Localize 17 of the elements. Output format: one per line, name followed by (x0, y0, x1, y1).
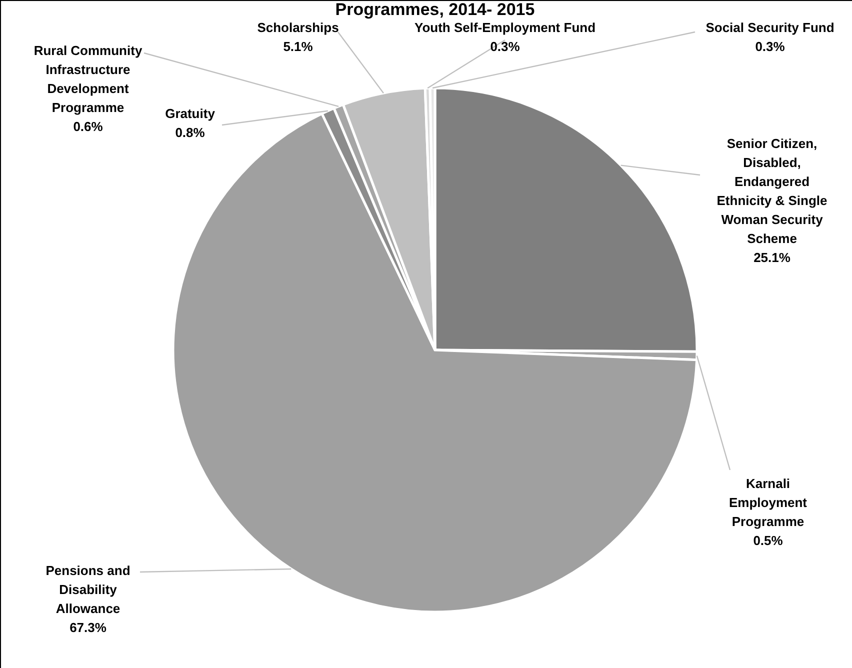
slice-label: Karnali Employment Programme (728, 476, 808, 529)
slice-label: Youth Self-Employment Fund (414, 20, 596, 35)
slice-label: Gratuity (165, 106, 216, 121)
slice-label: Scholarships (257, 20, 339, 35)
data-label: 0.6% (73, 119, 104, 134)
slice-label: Pensions and Disability Allowance (46, 563, 130, 616)
data-label: 0.3% (755, 39, 786, 54)
data-label: 0.8% (175, 125, 206, 140)
data-label: 5.1% (283, 39, 314, 54)
chart-title: Programmes, 2014- 2015 (335, 0, 535, 19)
slice-label: Senior Citizen, Disabled, Endangered Ethnicity & Single Woman Security Scheme (716, 136, 828, 246)
data-label: 67.3% (70, 620, 107, 635)
data-label: 0.3% (490, 39, 520, 54)
slice-label: Social Security Fund (706, 20, 834, 35)
data-label: 25.1% (754, 250, 791, 265)
slice-label: Rural Community Infrastructure Development Programme (34, 43, 143, 115)
data-label: 0.5% (753, 533, 784, 548)
